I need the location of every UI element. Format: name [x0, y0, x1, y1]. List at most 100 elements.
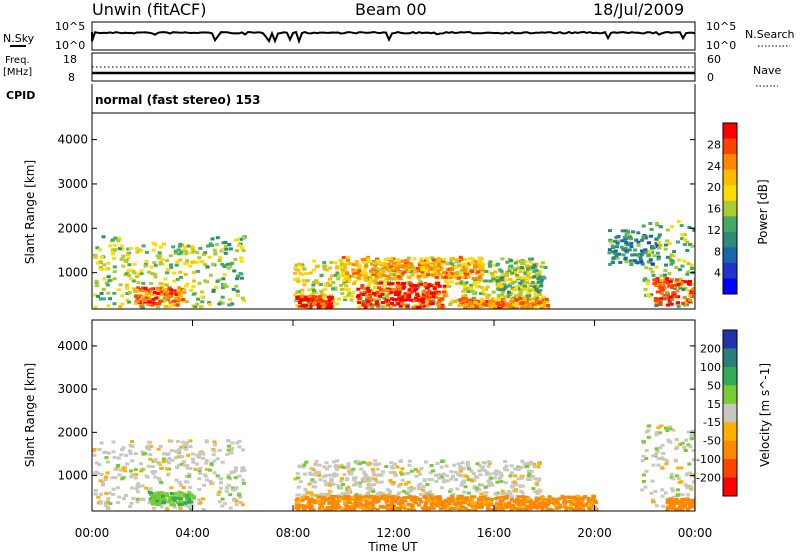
heatmap-cell [482, 292, 487, 296]
heatmap-cell [121, 466, 126, 470]
nsearch-tick-bottom: 10^0 [706, 39, 736, 52]
heatmap-cell [203, 251, 208, 255]
heatmap-cell [691, 448, 695, 452]
heatmap-cell [686, 430, 691, 434]
heatmap-cell [191, 457, 195, 461]
heatmap-cell [688, 445, 693, 449]
heatmap-cell [323, 284, 328, 288]
heatmap-cell [620, 229, 625, 233]
heatmap-cell [187, 497, 192, 501]
heatmap-cell [654, 452, 658, 456]
heatmap-cell [351, 291, 356, 295]
heatmap-cell [339, 477, 344, 480]
heatmap-cell [194, 260, 199, 264]
heatmap-cell [370, 477, 375, 481]
heatmap-cell [350, 274, 355, 278]
heatmap-cell [370, 467, 375, 471]
heatmap-cell [466, 478, 471, 482]
heatmap-cell [607, 262, 612, 266]
heatmap-cell [322, 465, 327, 469]
heatmap-cell [654, 304, 659, 308]
heatmap-cell [394, 500, 399, 504]
heatmap-cell [523, 297, 527, 301]
heatmap-cell [471, 472, 476, 475]
heatmap-cell [629, 245, 634, 249]
heatmap-cell [667, 242, 672, 245]
heatmap-cell [296, 280, 301, 283]
heatmap-cell [191, 292, 196, 296]
heatmap-cell [346, 288, 351, 292]
heatmap-cell [574, 503, 579, 507]
heatmap-cell [115, 486, 120, 490]
heatmap-cell [166, 473, 171, 477]
heatmap-cell [345, 272, 350, 276]
heatmap-cell [340, 268, 345, 272]
heatmap-cell [558, 505, 563, 509]
heatmap-cell [525, 301, 530, 305]
heatmap-cell [500, 495, 505, 499]
heatmap-cell [373, 298, 378, 302]
heatmap-cell [361, 460, 366, 464]
heatmap-cell [203, 263, 208, 267]
heatmap-cell [418, 302, 423, 305]
heatmap-cell [328, 483, 333, 487]
heatmap-cell [433, 260, 438, 264]
heatmap-cell [404, 482, 408, 486]
heatmap-cell [391, 273, 396, 276]
heatmap-cell [436, 260, 441, 264]
heatmap-cell [477, 497, 482, 501]
heatmap-cell [333, 494, 338, 498]
heatmap-cell [545, 299, 550, 303]
heatmap-cell [539, 265, 544, 269]
heatmap-cell [428, 302, 433, 306]
heatmap-cell [150, 494, 155, 498]
heatmap-cell [492, 476, 497, 480]
heatmap-cell [448, 276, 453, 280]
heatmap-cell [479, 278, 483, 282]
heatmap-cell [624, 260, 629, 264]
power-ylabel: Slant Range [km] [23, 160, 37, 264]
heatmap-cell [534, 288, 539, 292]
heatmap-cell [525, 265, 530, 269]
heatmap-cell [490, 304, 494, 307]
heatmap-cell [442, 257, 447, 261]
heatmap-cell [518, 297, 523, 300]
heatmap-cell [200, 300, 205, 304]
heatmap-cell [470, 257, 475, 261]
heatmap-cell [352, 498, 357, 502]
heatmap-cell [222, 502, 227, 505]
heatmap-cell [186, 244, 191, 248]
heatmap-cell [189, 250, 194, 254]
power-colorbar-label: Power [dB] [756, 179, 770, 244]
heatmap-cell [529, 460, 534, 464]
heatmap-cell [205, 280, 210, 284]
heatmap-cell [460, 258, 464, 261]
heatmap-cell [164, 492, 169, 496]
heatmap-cell [298, 505, 303, 509]
heatmap-cell [405, 304, 410, 308]
heatmap-cell [511, 304, 516, 308]
heatmap-cell [195, 302, 200, 306]
heatmap-cell [393, 462, 397, 466]
heatmap-cell [166, 267, 170, 271]
heatmap-cell [227, 303, 232, 307]
heatmap-cell [631, 230, 635, 234]
heatmap-cell [654, 237, 659, 241]
heatmap-cell [669, 302, 674, 306]
heatmap-cell [471, 277, 476, 280]
heatmap-cell [166, 500, 171, 504]
nave-tick-top: 60 [707, 53, 721, 66]
heatmap-cell [692, 458, 695, 462]
heatmap-cell [185, 464, 190, 468]
heatmap-cell [612, 256, 617, 260]
heatmap-cell [187, 472, 192, 476]
heatmap-cell [532, 501, 537, 505]
heatmap-cell [296, 268, 301, 272]
heatmap-cell [410, 265, 415, 269]
heatmap-cell [92, 472, 97, 476]
heatmap-cell [148, 457, 153, 461]
heatmap-cell [390, 276, 395, 280]
heatmap-cell [469, 301, 474, 305]
heatmap-cell [305, 490, 310, 494]
heatmap-cell [174, 292, 179, 296]
